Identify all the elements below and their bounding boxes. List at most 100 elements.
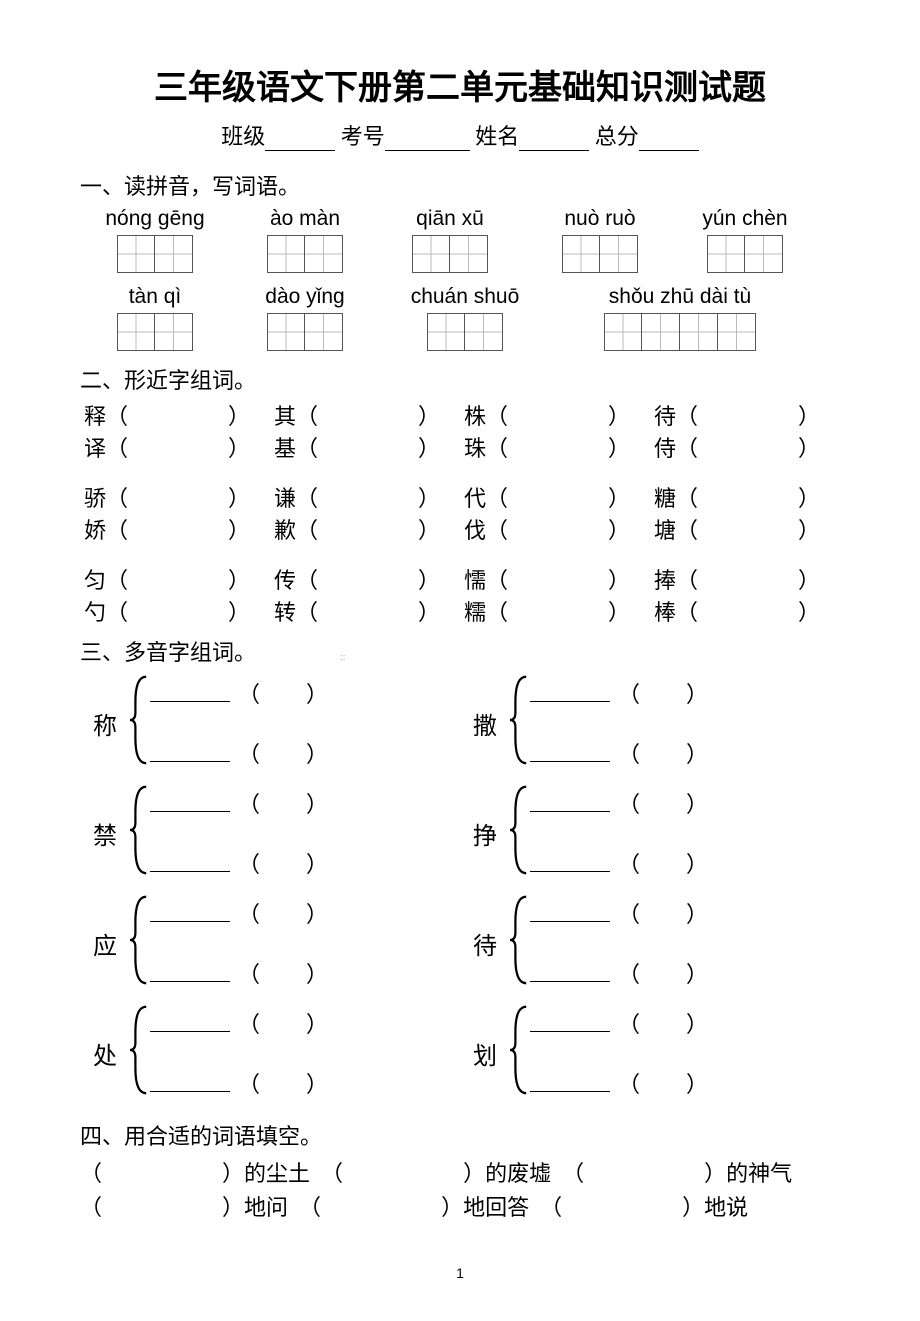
tianzige-cell xyxy=(680,313,718,351)
class-blank xyxy=(265,129,335,151)
char-close: ） xyxy=(140,515,270,547)
char-pair-row: 娇（）歉（）伐（）塘（） xyxy=(80,515,840,547)
polyphone-line: （） xyxy=(150,737,328,769)
polyphone-char: 挣 xyxy=(460,816,510,851)
bracket-icon xyxy=(130,785,150,881)
bracket-icon xyxy=(130,1005,150,1101)
bracket-icon xyxy=(510,785,530,881)
char-close: ） xyxy=(330,483,460,515)
fill-blank-cell: （）地回答 xyxy=(299,1191,540,1225)
tianzige-group-wrapper xyxy=(390,235,510,273)
fill-blank-suffix: 地说 xyxy=(704,1191,748,1225)
tianzige-group-wrapper xyxy=(90,235,220,273)
polyphone-char: 禁 xyxy=(80,816,130,851)
char-open: 谦（ xyxy=(270,483,330,515)
fill-blank-suffix: 地问 xyxy=(244,1191,288,1225)
char-open: 伐（ xyxy=(460,515,520,547)
reading-blank xyxy=(530,1072,610,1092)
reading-blank xyxy=(150,852,230,872)
polyphone-item: 应 （）（） xyxy=(80,893,460,993)
char-open: 糖（ xyxy=(650,483,710,515)
polyphone-char: 处 xyxy=(80,1036,130,1071)
char-open: 歉（ xyxy=(270,515,330,547)
pinyin-label: qiān xū xyxy=(390,207,510,231)
polyphone-line: （） xyxy=(150,677,328,709)
fill-blank-suffix: 的神气 xyxy=(726,1157,792,1191)
student-info-line: 班级 考号 姓名 总分 xyxy=(80,119,840,151)
bracket-icon xyxy=(510,895,530,991)
polyphone-char: 称 xyxy=(80,706,130,741)
reading-blank xyxy=(150,792,230,812)
char-open: 珠（ xyxy=(460,433,520,465)
polyphone-line: （） xyxy=(150,897,328,929)
reading-blank xyxy=(530,852,610,872)
section4-body: （）的尘土 （）的废墟 （）的神气 （）地问 （）地回答 （）地说 xyxy=(80,1157,840,1225)
fill-blank-cell: （）地问 xyxy=(80,1191,299,1225)
polyphone-item: 处 （）（） xyxy=(80,1003,460,1103)
word-blank-paren: （） xyxy=(618,677,708,709)
char-close: ） xyxy=(710,515,840,547)
reading-blank xyxy=(150,1072,230,1092)
tianzige-cell xyxy=(267,313,305,351)
page-title: 三年级语文下册第二单元基础知识测试题 xyxy=(80,60,840,109)
pinyin-label: chuán shuō xyxy=(390,285,540,309)
exam-no-blank xyxy=(385,129,470,151)
polyphone-item: 挣 （） （） xyxy=(460,783,840,883)
char-open: 代（ xyxy=(460,483,520,515)
polyphone-lines: （） （） xyxy=(530,673,708,773)
char-close: ） xyxy=(710,401,840,433)
polyphone-lines: （）（） xyxy=(150,783,328,883)
tianzige-group-wrapper xyxy=(250,313,360,351)
total-blank xyxy=(639,129,699,151)
word-blank-paren: （） xyxy=(618,1007,708,1039)
fill-blank-cell: （）的废墟 xyxy=(321,1157,562,1191)
char-pair-row: 释（）其（）株（）待（） xyxy=(80,401,840,433)
polyphone-line: （） xyxy=(530,787,708,819)
tianzige-cell xyxy=(562,235,600,273)
char-open: 其（ xyxy=(270,401,330,433)
tianzige-group-wrapper xyxy=(690,235,800,273)
tianzige-cell xyxy=(718,313,756,351)
polyphone-line: （） xyxy=(150,957,328,989)
char-open: 释（ xyxy=(80,401,140,433)
tianzige-group-wrapper xyxy=(540,235,660,273)
word-blank-paren: （） xyxy=(238,1067,328,1099)
reading-blank xyxy=(530,1012,610,1032)
tianzige-group-wrapper xyxy=(570,313,790,351)
polyphone-item: 划 （）（） xyxy=(460,1003,840,1103)
tianzige-cell xyxy=(305,235,343,273)
char-open: 塘（ xyxy=(650,515,710,547)
polyphone-line: （） xyxy=(150,787,328,819)
char-open: 捧（ xyxy=(650,565,710,597)
tianzige-cell xyxy=(117,313,155,351)
tianzige-cell xyxy=(642,313,680,351)
polyphone-item: 称 （） （） xyxy=(80,673,460,773)
char-close: ） xyxy=(140,401,270,433)
polyphone-char: 撒 xyxy=(460,706,510,741)
char-open: 译（ xyxy=(80,433,140,465)
polyphone-line: （） xyxy=(530,897,708,929)
fill-blank-row: （）地问 （）地回答 （）地说 xyxy=(80,1191,840,1225)
tianzige-cell xyxy=(305,313,343,351)
pinyin-row-2: tàn qìdào yǐngchuán shuōshǒu zhū dài tù xyxy=(80,285,840,309)
polyphone-line: （） xyxy=(530,957,708,989)
char-pair-row: 骄（）谦（）代（）糖（） xyxy=(80,483,840,515)
char-close: ） xyxy=(520,401,650,433)
char-open: 匀（ xyxy=(80,565,140,597)
char-open: 娇（ xyxy=(80,515,140,547)
char-close: ） xyxy=(330,515,460,547)
fill-blank-cell: （）地说 xyxy=(540,1191,759,1225)
section3-body: 称 （）（）撒 （）（）禁 （）（）挣 （）（）应 （）（）待 （）（）处 （）… xyxy=(80,673,840,1113)
char-close: ） xyxy=(520,433,650,465)
char-pair-row: 译（）基（）珠（）侍（） xyxy=(80,433,840,465)
group-gap xyxy=(80,547,840,565)
polyphone-char: 划 xyxy=(460,1036,510,1071)
polyphone-line: （） xyxy=(530,847,708,879)
reading-blank xyxy=(150,962,230,982)
pinyin-label: tàn qì xyxy=(90,285,220,309)
word-blank-paren: （） xyxy=(238,897,328,929)
exam-no-label: 考号 xyxy=(341,124,385,149)
reading-blank xyxy=(530,742,610,762)
reading-blank xyxy=(530,682,610,702)
polyphone-line: （） xyxy=(530,737,708,769)
